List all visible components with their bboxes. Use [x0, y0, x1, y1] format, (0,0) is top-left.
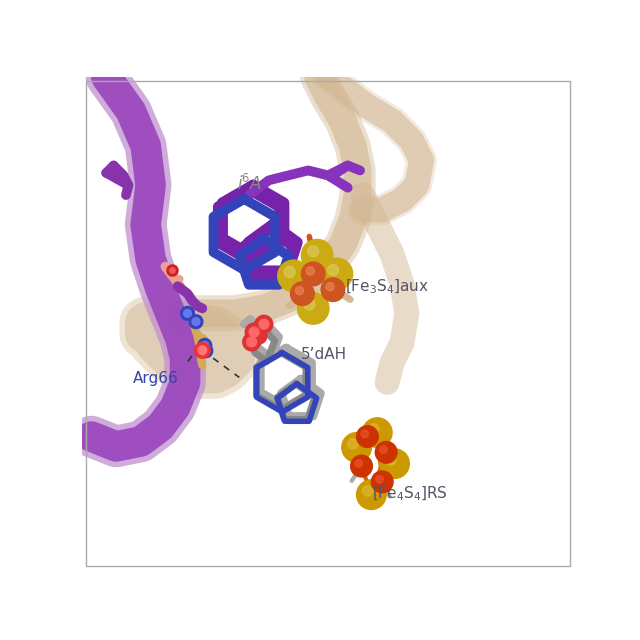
- Circle shape: [278, 260, 309, 292]
- Circle shape: [304, 299, 315, 310]
- Circle shape: [184, 309, 191, 317]
- Circle shape: [180, 307, 195, 320]
- Circle shape: [198, 346, 207, 355]
- Circle shape: [321, 278, 345, 301]
- Circle shape: [255, 316, 273, 333]
- Circle shape: [348, 438, 358, 449]
- Circle shape: [245, 323, 263, 341]
- Circle shape: [249, 327, 259, 337]
- Circle shape: [328, 264, 339, 275]
- Circle shape: [195, 342, 210, 358]
- Circle shape: [369, 424, 379, 434]
- Circle shape: [380, 446, 387, 453]
- Circle shape: [376, 476, 383, 483]
- Circle shape: [198, 339, 212, 352]
- Circle shape: [371, 471, 393, 493]
- Circle shape: [189, 315, 203, 328]
- Circle shape: [306, 267, 314, 275]
- Circle shape: [326, 283, 334, 291]
- Circle shape: [386, 455, 396, 465]
- Circle shape: [356, 426, 378, 447]
- Circle shape: [375, 442, 397, 463]
- Circle shape: [201, 341, 209, 349]
- Circle shape: [295, 287, 303, 295]
- Text: 5’dAH: 5’dAH: [301, 347, 347, 362]
- Circle shape: [308, 246, 319, 257]
- Circle shape: [351, 455, 372, 477]
- Circle shape: [202, 347, 210, 355]
- Circle shape: [380, 449, 410, 479]
- Circle shape: [362, 418, 392, 447]
- Text: i$^{6}$A: i$^{6}$A: [237, 174, 262, 194]
- Circle shape: [342, 433, 371, 462]
- Text: [Fe$_4$S$_4$]RS: [Fe$_4$S$_4$]RS: [372, 484, 448, 503]
- Circle shape: [259, 319, 269, 329]
- Circle shape: [321, 258, 353, 290]
- Circle shape: [252, 320, 268, 336]
- Text: [Fe$_3$S$_4$]aux: [Fe$_3$S$_4$]aux: [345, 278, 429, 296]
- Circle shape: [301, 262, 325, 285]
- Circle shape: [355, 460, 363, 467]
- Circle shape: [284, 266, 295, 278]
- Circle shape: [301, 239, 333, 271]
- Circle shape: [192, 318, 200, 326]
- Text: Arg66: Arg66: [133, 371, 179, 387]
- Circle shape: [246, 337, 257, 347]
- Circle shape: [356, 480, 386, 509]
- Circle shape: [251, 328, 267, 344]
- Circle shape: [361, 430, 369, 438]
- Circle shape: [243, 333, 260, 351]
- Circle shape: [362, 486, 373, 496]
- Circle shape: [291, 282, 314, 305]
- Circle shape: [199, 344, 212, 358]
- Circle shape: [298, 292, 329, 324]
